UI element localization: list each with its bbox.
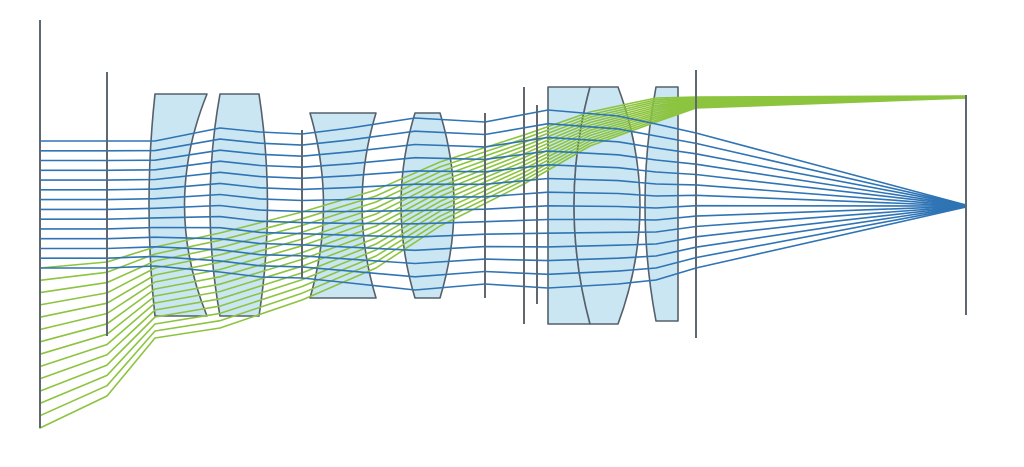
on-axis-ray	[39, 164, 967, 207]
on-axis-ray	[39, 191, 967, 207]
off-axis-ray	[39, 97, 967, 429]
on-axis-ray	[39, 122, 967, 206]
plane-group	[39, 20, 967, 428]
on-axis-ray	[39, 206, 967, 291]
on-axis-ray	[39, 205, 967, 252]
on-axis-ray	[39, 206, 967, 278]
off-axis-ray	[39, 96, 967, 380]
off-axis-ray	[39, 96, 967, 343]
on-axis-ray	[39, 136, 967, 207]
on-axis-ray	[39, 204, 967, 213]
on-axis-ray	[39, 205, 967, 238]
off-axis-ray	[39, 97, 967, 417]
off-axis-ray	[39, 96, 967, 405]
off-axis-ray	[39, 96, 967, 331]
on-axis-ray-bundle	[39, 109, 967, 291]
lens-1	[148, 93, 208, 317]
on-axis-ray	[39, 109, 967, 206]
off-axis-ray	[39, 96, 967, 356]
on-axis-ray	[39, 177, 967, 207]
off-axis-ray	[39, 96, 967, 392]
off-axis-ray	[39, 95, 967, 306]
lens-4	[400, 112, 455, 299]
off-axis-ray	[39, 95, 967, 269]
off-axis-ray	[39, 95, 967, 294]
off-axis-ray	[39, 96, 967, 368]
on-axis-ray	[39, 205, 967, 225]
on-axis-ray	[39, 205, 967, 265]
on-axis-ray	[39, 150, 967, 207]
